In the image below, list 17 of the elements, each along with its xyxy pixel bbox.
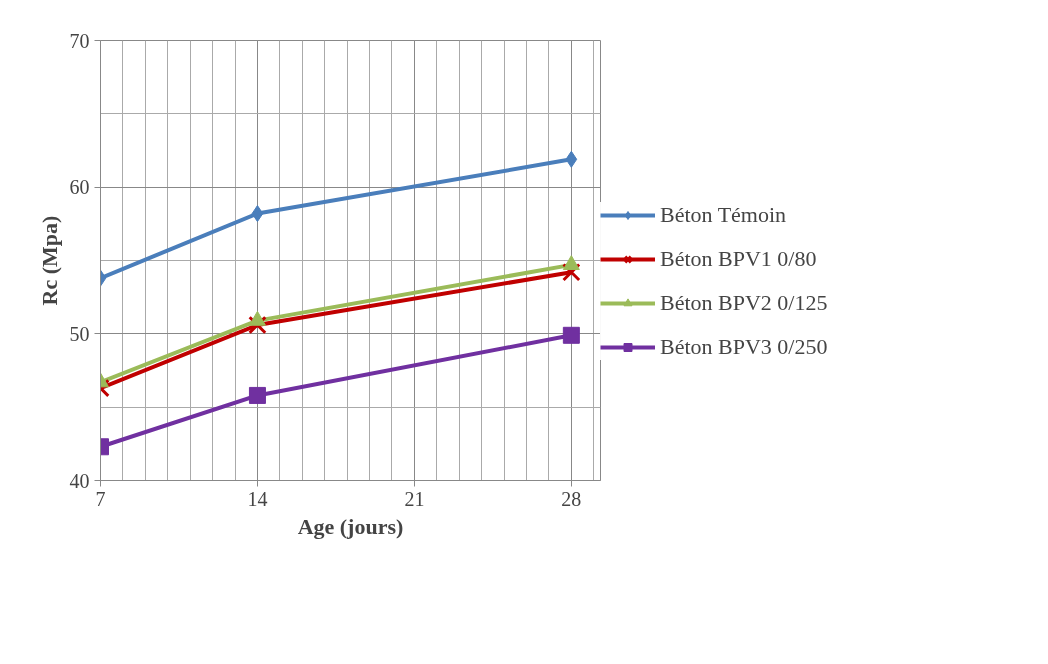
x-tick-label: 7: [95, 487, 106, 510]
x-tick-label: 28: [561, 487, 582, 510]
legend-label: Béton BPV1 0/80: [660, 246, 817, 272]
y-tick-label: 50: [69, 322, 90, 345]
legend-label: Béton BPV3 0/250: [660, 334, 828, 360]
x-tick-label: 14: [247, 487, 268, 510]
y-axis-title: Rc (Mpa): [36, 215, 62, 306]
x-tick-label: 21: [404, 487, 425, 510]
x-axis-title: Age (jours): [297, 513, 404, 539]
legend-label: Béton BPV2 0/125: [660, 290, 828, 316]
y-tick-label: 70: [69, 29, 90, 52]
legend-label: Béton Témoin: [660, 202, 787, 228]
y-tick-label: 40: [69, 469, 90, 492]
point: [562, 262, 581, 282]
point: [562, 326, 580, 344]
y-tick-label: 60: [69, 176, 90, 199]
point: [565, 150, 578, 168]
